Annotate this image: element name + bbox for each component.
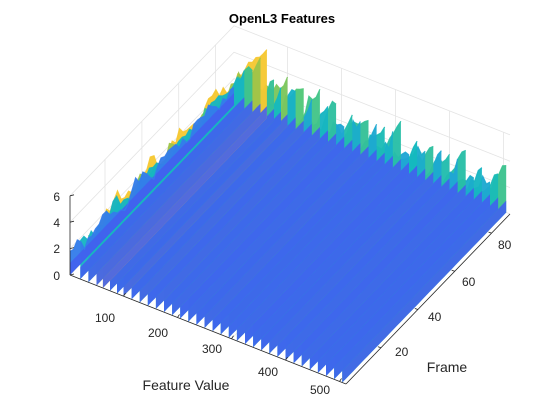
surface-ridge-crest <box>69 86 235 253</box>
z-tick-0 <box>69 273 75 276</box>
y-axis-line <box>345 213 511 385</box>
surface-base-band <box>123 114 288 297</box>
x-tick-label-300: 300 <box>202 342 222 356</box>
chart-title: OpenL3 Features <box>229 11 335 26</box>
surface-base-band <box>326 194 490 377</box>
z-tick-2 <box>69 247 75 249</box>
surface-base-band <box>188 139 353 322</box>
surface-base-band <box>342 200 507 383</box>
surface-base-band <box>147 123 312 306</box>
x-axis-line <box>69 274 347 385</box>
surface-base-band <box>261 168 426 351</box>
x-tick-label-200: 200 <box>148 326 168 340</box>
x-axis-label: Feature Value <box>143 377 230 393</box>
surface-base-band <box>96 103 261 286</box>
surface-base-band <box>102 106 267 288</box>
y-axis-label: Frame <box>427 359 468 375</box>
y-tick-60 <box>451 269 455 272</box>
surface-base-band <box>228 155 393 338</box>
z-tick-label-0: 0 <box>53 269 60 283</box>
y-tick-80 <box>488 231 492 234</box>
surface-base-band <box>70 93 234 275</box>
x-tick-300 <box>231 335 234 340</box>
surface-base-band <box>117 111 281 294</box>
z-tick-label-4: 4 <box>53 216 60 230</box>
surface-base-band <box>212 149 377 332</box>
surface-base-band <box>269 171 434 354</box>
surface-base-band <box>277 175 442 357</box>
surface-base-band <box>80 97 245 280</box>
surface-base-band <box>164 130 328 313</box>
x-tick-100 <box>123 292 126 297</box>
surface-base-band <box>88 100 253 283</box>
surface-base-band <box>172 133 337 316</box>
surface-base-band <box>317 191 482 373</box>
surface-ridges <box>69 49 507 383</box>
surface-base-band <box>253 165 418 348</box>
surface-base-band <box>285 178 450 361</box>
x-tick-label-400: 400 <box>258 365 278 379</box>
surface-base-band <box>220 152 385 335</box>
x-tick-200 <box>177 314 180 318</box>
surface-base-band <box>293 181 458 364</box>
grid-line-z-6 <box>69 25 511 197</box>
z-tick-6 <box>69 194 75 197</box>
y-tick-label-20: 20 <box>395 345 409 359</box>
surface-base-band <box>309 187 474 370</box>
surface-base-band <box>245 162 409 345</box>
axes <box>69 194 511 385</box>
surface-base-band <box>204 146 369 329</box>
surface-base-band <box>180 136 345 319</box>
x-tick-label-100: 100 <box>95 311 115 325</box>
x-tick-label-500: 500 <box>310 383 330 397</box>
x-tick-500 <box>339 378 342 382</box>
x-tick-400 <box>285 356 288 361</box>
y-tick-40 <box>414 308 418 310</box>
surface-base-band <box>334 197 499 380</box>
y-tick-label-80: 80 <box>498 238 512 252</box>
y-tick-20 <box>377 346 382 349</box>
y-tick-label-60: 60 <box>462 275 476 289</box>
surface-base-band <box>196 143 361 325</box>
surface-base-band <box>131 117 296 300</box>
surface-base-band <box>301 184 466 367</box>
surface-base-band <box>110 108 274 291</box>
surface-base-band <box>155 127 320 309</box>
surface-base-band <box>236 159 401 341</box>
grid-line-z-4 <box>69 51 511 223</box>
z-tick-label-2: 2 <box>53 242 60 256</box>
surface-base-band <box>139 120 304 303</box>
z-tick-label-6: 6 <box>53 190 60 204</box>
z-tick-4 <box>69 220 75 223</box>
y-tick-label-40: 40 <box>428 310 442 324</box>
